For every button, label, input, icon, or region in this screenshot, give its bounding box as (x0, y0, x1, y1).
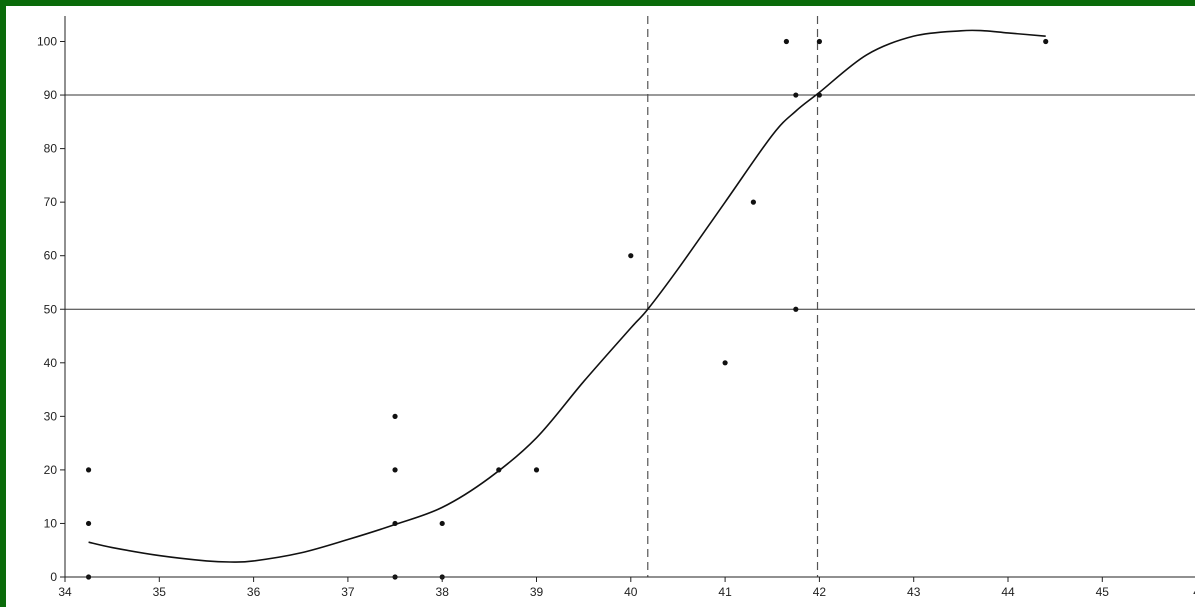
data-point (85, 467, 92, 473)
y-tick-label: 20 (44, 463, 58, 477)
data-point (793, 306, 799, 312)
data-point (1043, 38, 1049, 45)
x-tick-label: 38 (436, 585, 450, 599)
y-tick-label: 40 (44, 356, 58, 370)
data-point (392, 413, 398, 419)
fitted-curve (88, 29, 1046, 563)
data-points-layer (85, 38, 1049, 580)
reference-lines (65, 16, 1195, 577)
y-tick-label: 50 (44, 302, 58, 316)
x-tick-label: 43 (907, 585, 921, 599)
data-point (533, 467, 540, 473)
data-point (750, 199, 756, 205)
x-tick-label: 45 (1096, 585, 1110, 599)
x-tick-label: 40 (624, 585, 638, 599)
chart-plot: 0 10 20 30 40 50 60 70 80 90 100 34 35 36 37 38 39 40 41 42… (37, 16, 1195, 599)
data-point (722, 360, 728, 366)
x-tick-label: 42 (813, 585, 827, 599)
x-tick-label: 37 (341, 585, 355, 599)
x-tick-label: 4 (1193, 585, 1195, 599)
x-tick-label: 35 (153, 585, 167, 599)
x-tick-label: 44 (1001, 585, 1015, 599)
data-point (628, 253, 634, 259)
y-tick-label: 60 (44, 249, 58, 263)
data-point (816, 38, 823, 45)
data-point (439, 520, 445, 527)
data-point (816, 92, 823, 98)
x-tick-label: 36 (247, 585, 261, 599)
y-tick-label: 90 (44, 88, 58, 102)
y-tick-label: 80 (44, 142, 58, 156)
data-point (392, 467, 398, 473)
data-point (496, 467, 502, 473)
y-tick-label: 10 (44, 516, 58, 530)
axes-layer: 0 10 20 30 40 50 60 70 80 90 100 34 35 36 37 38 39 40 41 42… (37, 16, 1195, 599)
y-tick-label: 100 (37, 35, 57, 49)
x-tick-label: 39 (530, 585, 544, 599)
data-point (783, 38, 789, 45)
x-tick-label: 41 (718, 585, 732, 599)
fitted-curve-layer (88, 29, 1046, 563)
y-tick-label: 30 (44, 409, 58, 423)
x-tick-label: 34 (58, 585, 72, 599)
y-tick-label: 70 (44, 195, 58, 209)
y-tick-label: 0 (50, 570, 57, 584)
data-point (392, 520, 398, 527)
data-point (793, 92, 799, 98)
data-point (85, 520, 92, 527)
